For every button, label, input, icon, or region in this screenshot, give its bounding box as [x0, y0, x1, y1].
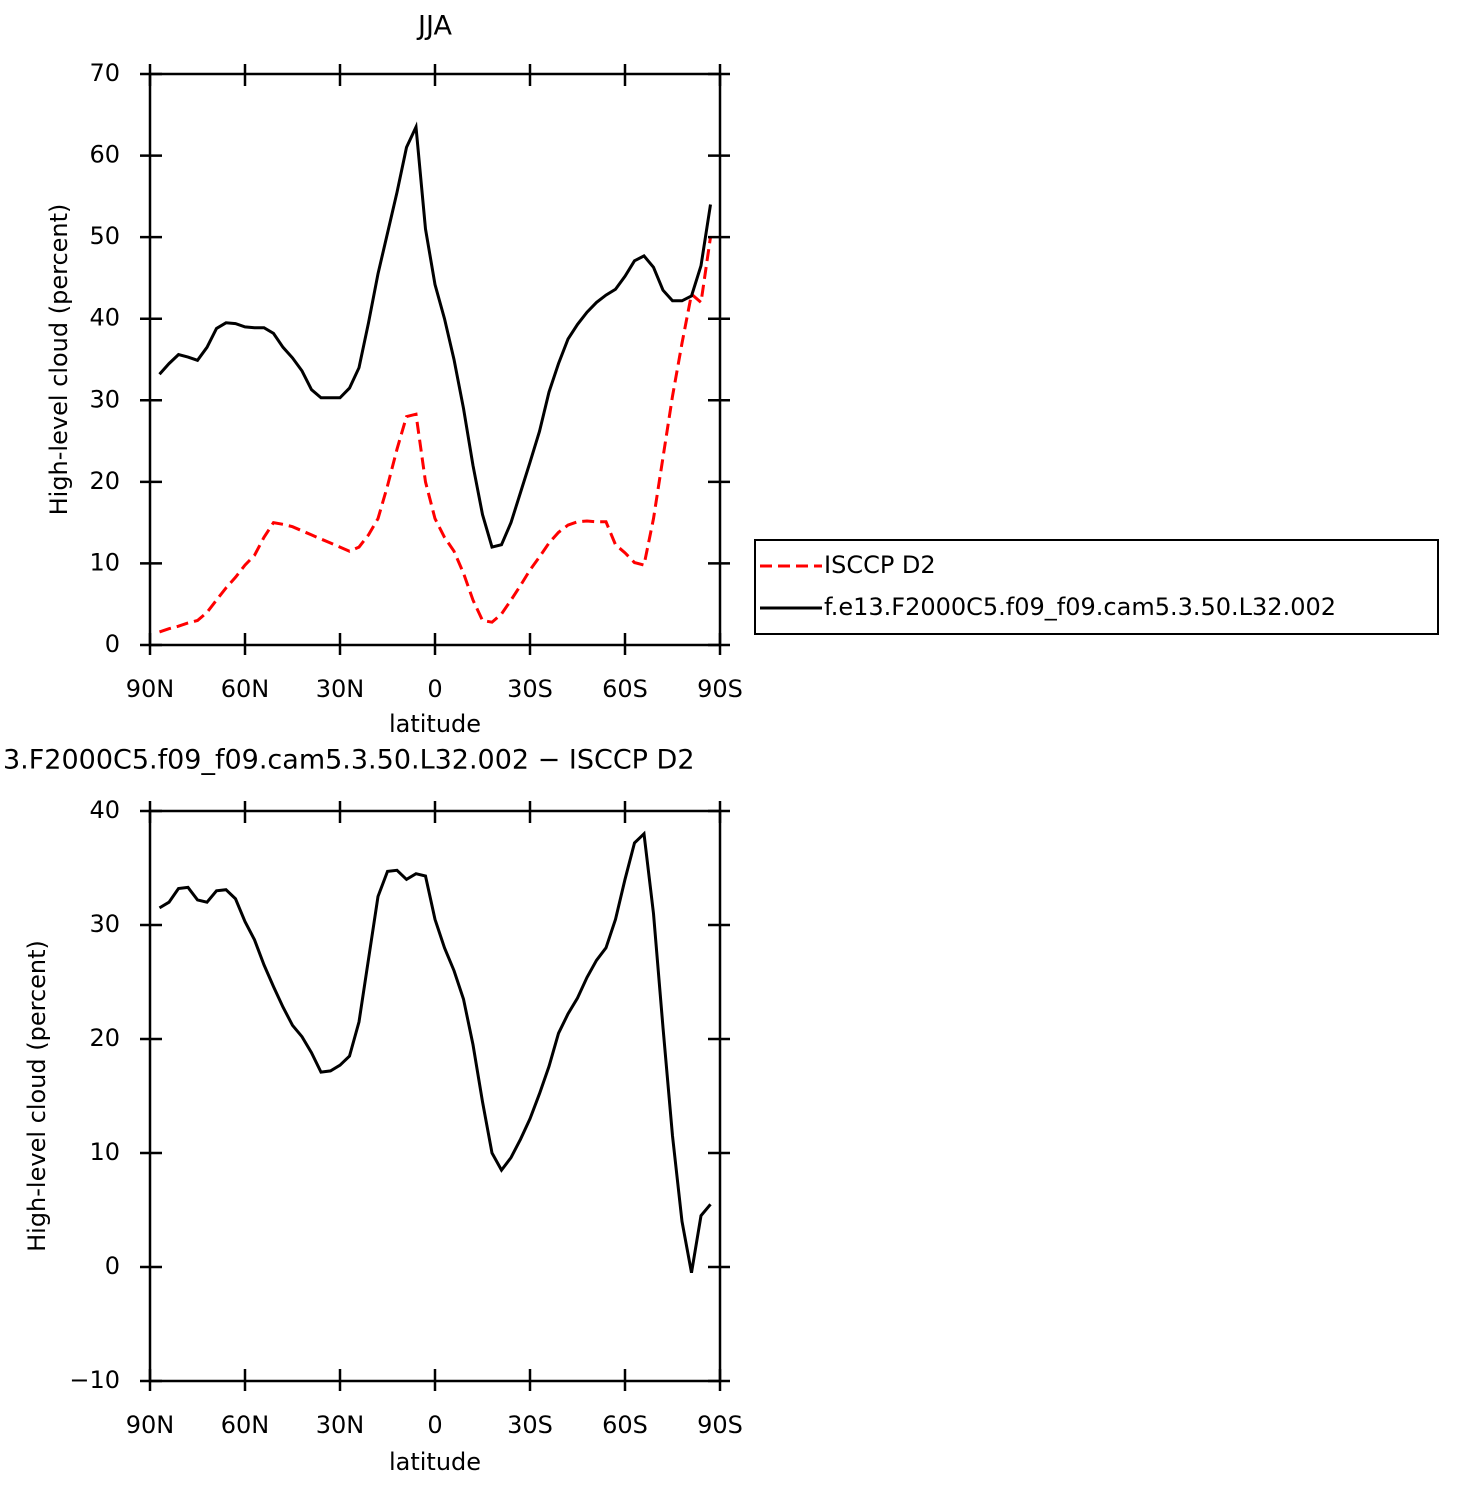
x-tick-label: 60S: [602, 675, 648, 703]
x-tick-label: 90N: [126, 1411, 175, 1439]
y-tick-label: 30: [89, 385, 120, 413]
legend-box: [754, 539, 1439, 635]
y-tick-label: −10: [69, 1366, 120, 1394]
x-tick-label: 60N: [221, 675, 270, 703]
x-axis-label: latitude: [389, 1448, 481, 1476]
data-line: [159, 236, 712, 634]
data-line: [158, 121, 712, 549]
x-tick-label: 30N: [316, 1411, 365, 1439]
legend-label: f.e13.F2000C5.f09_f09.cam5.3.50.L32.002: [824, 593, 1336, 621]
y-tick-label: 20: [89, 1024, 120, 1052]
y-tick-label: 70: [89, 59, 120, 87]
y-tick-label: 20: [89, 467, 120, 495]
y-tick-label: 10: [89, 1138, 120, 1166]
y-tick-label: 0: [105, 630, 120, 658]
data-line: [158, 830, 712, 1273]
x-tick-label: 30S: [507, 675, 553, 703]
x-tick-label: 90S: [697, 675, 743, 703]
x-tick-label: 0: [427, 675, 442, 703]
chart-title: 3.F2000C5.f09_f09.cam5.3.50.L32.002 − IS…: [3, 745, 695, 776]
y-tick-label: 60: [89, 141, 120, 169]
x-tick-label: 90S: [697, 1411, 743, 1439]
x-tick-label: 0: [427, 1411, 442, 1439]
legend-label: ISCCP D2: [824, 551, 936, 579]
y-tick-label: 50: [89, 222, 120, 250]
x-tick-label: 30S: [507, 1411, 553, 1439]
chart-title: JJA: [416, 11, 452, 42]
y-tick-label: 0: [105, 1252, 120, 1280]
x-tick-label: 60N: [221, 1411, 270, 1439]
x-tick-label: 60S: [602, 1411, 648, 1439]
x-tick-label: 90N: [126, 675, 175, 703]
y-tick-label: 40: [89, 796, 120, 824]
y-axis-label: High-level cloud (percent): [45, 204, 73, 516]
plot-frame: [148, 809, 722, 1383]
y-tick-label: 30: [89, 910, 120, 938]
y-tick-label: 10: [89, 548, 120, 576]
y-axis-label: High-level cloud (percent): [23, 940, 51, 1252]
plot-frame: [148, 72, 722, 647]
y-tick-label: 40: [89, 304, 120, 332]
x-tick-label: 30N: [316, 675, 365, 703]
x-axis-label: latitude: [389, 710, 481, 738]
